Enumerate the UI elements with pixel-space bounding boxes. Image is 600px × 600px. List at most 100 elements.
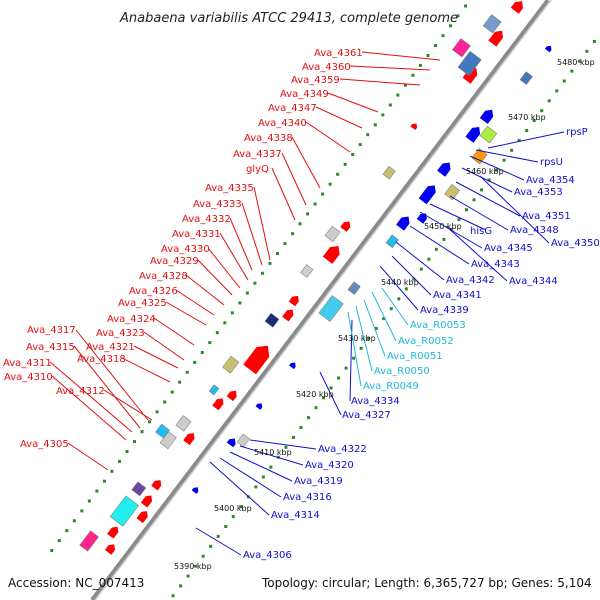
feature bbox=[437, 162, 451, 177]
tick-mark bbox=[239, 505, 243, 509]
tick-mark bbox=[313, 202, 317, 206]
gene-label[interactable]: Ava_R0049 bbox=[363, 381, 419, 392]
gene-label[interactable]: rpsP bbox=[566, 127, 588, 138]
gene-label[interactable]: Ava_4360 bbox=[302, 62, 351, 73]
gene-label[interactable]: Ava_4332 bbox=[182, 214, 231, 225]
gene-label[interactable]: Ava_4351 bbox=[522, 211, 571, 222]
gene-label[interactable]: Ava_4327 bbox=[342, 410, 391, 421]
tick-mark bbox=[238, 301, 242, 305]
gene-label[interactable]: Ava_4321 bbox=[86, 342, 135, 353]
gene-label[interactable]: Ava_4328 bbox=[139, 271, 188, 282]
leader-line bbox=[429, 203, 487, 231]
gene-label[interactable]: Ava_4311 bbox=[3, 358, 52, 369]
tick-mark bbox=[352, 356, 356, 360]
feature bbox=[382, 165, 396, 180]
feature bbox=[264, 312, 280, 328]
gene-label[interactable]: Ava_4341 bbox=[433, 290, 482, 301]
gene-label[interactable]: Ava_4316 bbox=[283, 492, 332, 503]
gene-label[interactable]: glyQ bbox=[246, 164, 269, 175]
tick-mark bbox=[208, 341, 212, 345]
gene-label[interactable]: Ava_4312 bbox=[56, 386, 105, 397]
gene-label[interactable]: Ava_4317 bbox=[27, 325, 76, 336]
tick-mark bbox=[224, 525, 228, 529]
gene-label[interactable]: rpsU bbox=[540, 157, 563, 168]
feature-arrow bbox=[255, 403, 263, 410]
tick-mark bbox=[418, 63, 422, 67]
gene-label[interactable]: Ava_4338 bbox=[244, 133, 293, 144]
gene-label[interactable]: Ava_4350 bbox=[551, 238, 600, 249]
gene-label[interactable]: hisG bbox=[470, 226, 492, 237]
gene-label[interactable]: Ava_4324 bbox=[107, 314, 156, 325]
leader-line bbox=[165, 301, 207, 326]
gene-label[interactable]: Ava_4353 bbox=[514, 187, 563, 198]
gene-label[interactable]: Ava_4326 bbox=[129, 286, 178, 297]
tick-mark bbox=[336, 172, 340, 176]
tick-mark bbox=[343, 162, 347, 166]
scale-label: 5470 kbp bbox=[508, 113, 546, 122]
leader-line bbox=[133, 345, 179, 369]
gene-label[interactable]: Ava_R0052 bbox=[398, 336, 454, 347]
gene-label[interactable]: Ava_4319 bbox=[294, 476, 343, 487]
gene-label[interactable]: Ava_4334 bbox=[351, 396, 400, 407]
feature bbox=[140, 495, 153, 508]
gene-label[interactable]: Ava_R0050 bbox=[374, 366, 430, 377]
feature bbox=[151, 480, 162, 491]
gene-label[interactable]: Ava_R0053 bbox=[410, 320, 466, 331]
tick-mark bbox=[284, 445, 288, 449]
feature bbox=[482, 14, 502, 34]
feature-arrow bbox=[151, 480, 162, 491]
gene-label[interactable]: Ava_4322 bbox=[318, 444, 367, 455]
tick-mark bbox=[547, 99, 551, 103]
gene-label[interactable]: Ava_4330 bbox=[161, 244, 210, 255]
tick-mark bbox=[412, 277, 416, 281]
gene-label[interactable]: Ava_R0051 bbox=[387, 351, 443, 362]
gene-label[interactable]: Ava_4344 bbox=[509, 276, 558, 287]
gene-label[interactable]: Ava_4339 bbox=[420, 305, 469, 316]
gene-label[interactable]: Ava_4333 bbox=[193, 199, 242, 210]
feature-arrow bbox=[289, 362, 296, 370]
gene-label[interactable]: Ava_4329 bbox=[150, 256, 199, 267]
leader-line bbox=[461, 167, 513, 193]
feature bbox=[175, 415, 192, 432]
gene-label[interactable]: Ava_4314 bbox=[271, 510, 320, 521]
gene-label[interactable]: Ava_4345 bbox=[484, 243, 533, 254]
tick-mark bbox=[186, 574, 190, 578]
feature bbox=[488, 30, 503, 47]
gene-label[interactable]: Ava_4347 bbox=[268, 103, 317, 114]
accession-text: Accession: NC_007413 bbox=[8, 576, 144, 590]
gene-label[interactable]: Ava_4331 bbox=[172, 229, 221, 240]
gene-label[interactable]: Ava_4305 bbox=[20, 439, 69, 450]
gene-label[interactable]: Ava_4342 bbox=[446, 275, 495, 286]
tick-mark bbox=[359, 346, 363, 350]
gene-label[interactable]: Ava_4335 bbox=[205, 183, 254, 194]
feature bbox=[444, 184, 461, 201]
gene-label[interactable]: Ava_4318 bbox=[77, 354, 126, 365]
tick-mark bbox=[65, 529, 69, 533]
tick-mark bbox=[117, 459, 121, 463]
gene-label[interactable]: Ava_4320 bbox=[305, 460, 354, 471]
gene-label[interactable]: Ava_4310 bbox=[4, 372, 53, 383]
gene-label[interactable]: Ava_4354 bbox=[526, 175, 575, 186]
feature bbox=[222, 355, 240, 374]
gene-label[interactable]: Ava_4340 bbox=[258, 118, 307, 129]
feature bbox=[226, 390, 237, 402]
gene-label[interactable]: Ava_4325 bbox=[118, 298, 167, 309]
gene-label[interactable]: Ava_4315 bbox=[26, 342, 75, 353]
genome-summary: Topology: circular; Length: 6,365,727 bp… bbox=[261, 576, 592, 590]
gene-label[interactable]: Ava_4323 bbox=[96, 328, 145, 339]
leader-line bbox=[395, 241, 445, 281]
gene-label[interactable]: Ava_4306 bbox=[243, 550, 292, 561]
leader-line bbox=[349, 65, 431, 71]
gene-label[interactable]: Ava_4348 bbox=[510, 225, 559, 236]
tick-mark bbox=[299, 426, 303, 430]
gene-label[interactable]: Ava_4343 bbox=[471, 259, 520, 270]
tick-mark bbox=[260, 271, 264, 275]
leader-line bbox=[175, 289, 215, 316]
gene-label[interactable]: Ava_4361 bbox=[314, 48, 363, 59]
leader-line bbox=[229, 451, 293, 482]
feature bbox=[519, 71, 533, 85]
tick-mark bbox=[50, 548, 54, 552]
gene-label[interactable]: Ava_4359 bbox=[291, 75, 340, 86]
gene-label[interactable]: Ava_4337 bbox=[233, 149, 282, 160]
gene-label[interactable]: Ava_4349 bbox=[280, 89, 329, 100]
